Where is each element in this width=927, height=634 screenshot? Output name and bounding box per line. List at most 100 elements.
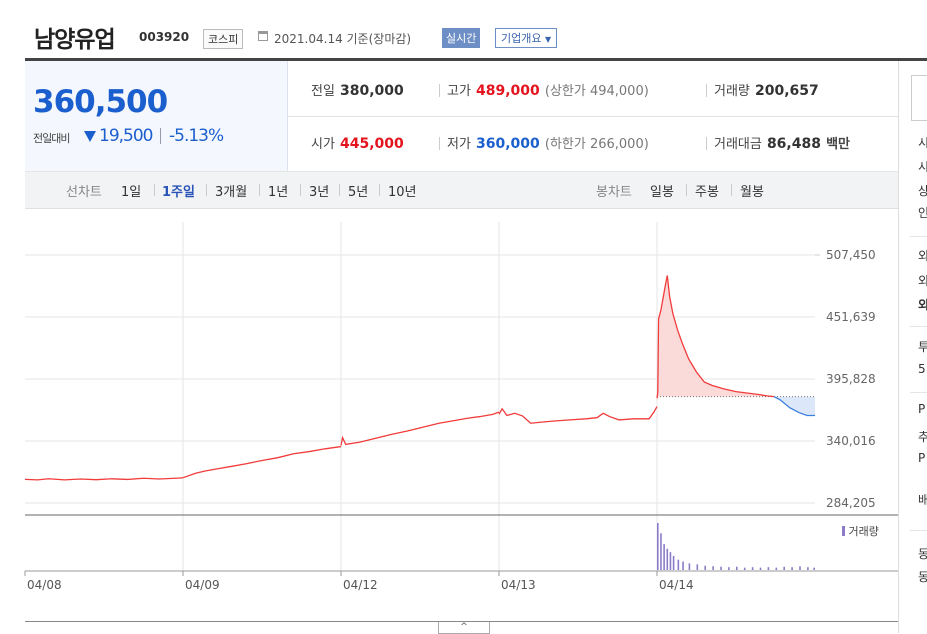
right-panel-text: 외 xyxy=(918,249,927,263)
volume-bar xyxy=(743,567,746,570)
y-tick-label: 284,205 xyxy=(826,496,876,510)
calendar-icon xyxy=(258,31,268,41)
period-1w[interactable]: 1주일 xyxy=(162,185,195,200)
x-tick-label: 04/13 xyxy=(501,578,536,592)
high-stat: 고가 489,000 (상한가 494,000) xyxy=(447,80,649,99)
collapse-chart-button[interactable]: ^ xyxy=(438,622,490,634)
candle-daily[interactable]: 일봉 xyxy=(650,185,674,200)
price-up-fill xyxy=(657,275,774,399)
right-panel-divider xyxy=(910,326,927,327)
x-axis-labels: 04/08 04/09 04/12 04/13 04/14 xyxy=(24,571,694,592)
candle-monthly[interactable]: 월봉 xyxy=(740,185,764,200)
price-line xyxy=(182,445,342,479)
x-tick-label: 04/14 xyxy=(659,578,694,592)
volume-value: 200,657 xyxy=(754,83,819,99)
period-divider xyxy=(300,184,301,196)
volume-legend-swatch xyxy=(842,526,845,536)
volume-bar xyxy=(807,567,809,570)
realtime-button[interactable]: 실시간 xyxy=(442,28,481,48)
volume-bar xyxy=(799,566,801,570)
right-panel-divider xyxy=(910,392,927,393)
right-panel-text: 동 xyxy=(918,547,927,561)
right-panel-text: 인 xyxy=(918,206,927,220)
volume-bar xyxy=(759,567,762,570)
right-panel-divider xyxy=(910,530,927,531)
period-10y[interactable]: 10년 xyxy=(388,185,417,200)
period-3m[interactable]: 3개월 xyxy=(215,185,248,200)
volume-label: 거래량 xyxy=(714,84,750,99)
right-panel-text: 상 xyxy=(918,184,927,198)
chart-grid xyxy=(25,222,898,572)
right-panel-text: 외 xyxy=(918,298,927,312)
price-line xyxy=(24,477,184,481)
change-divider xyxy=(160,128,161,144)
right-side-panel xyxy=(898,61,927,633)
right-panel-text: 시 xyxy=(918,160,927,174)
volume-bar xyxy=(813,567,816,570)
right-panel-text: 시 xyxy=(918,136,927,150)
period-divider xyxy=(686,184,687,196)
volume-bar xyxy=(682,561,684,570)
x-tick-label: 04/08 xyxy=(27,578,62,592)
prev-close-label: 전일 xyxy=(311,84,335,99)
stat-divider xyxy=(439,84,440,97)
stat-divider xyxy=(439,137,440,150)
volume-bar xyxy=(657,523,659,570)
stock-code: 003920 xyxy=(139,30,190,44)
change-label: 전일대비 xyxy=(33,132,70,145)
chevron-down-icon: ▼ xyxy=(544,35,552,44)
right-panel-text: 동 xyxy=(918,570,927,584)
change-percent: -5.13% xyxy=(169,126,224,146)
volume-legend: 거래량 xyxy=(842,523,879,539)
volume-bar xyxy=(712,566,714,570)
high-value: 489,000 xyxy=(476,83,540,99)
right-panel-text: P xyxy=(918,451,926,465)
volume-bar xyxy=(672,555,675,570)
volume-bar xyxy=(783,566,785,570)
period-3y[interactable]: 3년 xyxy=(309,185,330,200)
amount-value: 86,488 xyxy=(766,136,821,152)
low-value: 360,000 xyxy=(476,136,540,152)
period-5y[interactable]: 5년 xyxy=(348,185,369,200)
price-line-down xyxy=(773,396,815,417)
right-panel-text: 추 xyxy=(918,430,927,444)
period-divider xyxy=(206,184,207,196)
period-divider xyxy=(731,184,732,196)
candle-chart-label: 봉차트 xyxy=(596,185,632,200)
y-axis-labels: 507,450 451,639 395,828 340,016 284,205 xyxy=(826,248,876,510)
amount-label: 거래대금 xyxy=(714,137,762,152)
volume-bar xyxy=(704,565,706,570)
company-overview-dropdown[interactable]: 기업개요 ▼ xyxy=(495,28,558,48)
volume-bar xyxy=(720,566,722,570)
open-value: 445,000 xyxy=(340,136,404,152)
volume-bar xyxy=(728,567,730,570)
company-name: 남양유업 xyxy=(34,27,116,53)
right-panel-box xyxy=(911,75,927,121)
period-1y[interactable]: 1년 xyxy=(268,185,289,200)
quote-date: 2021.04.14 기준(장마감) xyxy=(274,32,412,46)
stat-divider xyxy=(706,137,707,150)
volume-bar xyxy=(669,552,672,570)
down-arrow-icon xyxy=(84,131,96,142)
amount-stat: 거래대금 86,488 백만 xyxy=(714,133,850,152)
price-down-fill xyxy=(773,396,815,416)
prev-close-value: 380,000 xyxy=(340,83,404,99)
volume-bar xyxy=(688,563,691,570)
volume-stat: 거래량 200,657 xyxy=(714,80,819,99)
candle-weekly[interactable]: 주봉 xyxy=(695,185,719,200)
lower-limit: (하한가 266,000) xyxy=(544,137,649,152)
volume-bar xyxy=(736,566,738,570)
header-divider xyxy=(25,58,927,61)
volume-bars xyxy=(657,523,816,570)
y-tick-label: 340,016 xyxy=(826,434,876,448)
change-value: 19,500 xyxy=(99,126,153,146)
period-divider xyxy=(379,184,380,196)
open-stat: 시가 445,000 xyxy=(311,133,404,152)
upper-limit: (상한가 494,000) xyxy=(544,84,649,99)
prev-close-stat: 전일 380,000 xyxy=(311,80,404,99)
chart-bottom-border xyxy=(25,621,898,622)
period-1d[interactable]: 1일 xyxy=(121,185,142,200)
stat-divider xyxy=(706,84,707,97)
price-line xyxy=(656,275,774,399)
